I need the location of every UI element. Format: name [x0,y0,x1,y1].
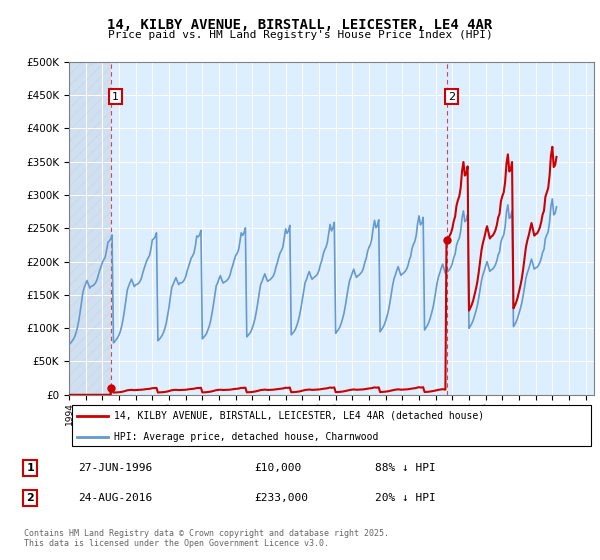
Text: 1: 1 [26,463,34,473]
Text: 20% ↓ HPI: 20% ↓ HPI [375,493,436,503]
Text: 27-JUN-1996: 27-JUN-1996 [78,463,152,473]
Text: Price paid vs. HM Land Registry's House Price Index (HPI): Price paid vs. HM Land Registry's House … [107,30,493,40]
Text: £10,000: £10,000 [254,463,301,473]
Text: 2: 2 [448,92,455,101]
Text: Contains HM Land Registry data © Crown copyright and database right 2025.
This d: Contains HM Land Registry data © Crown c… [24,529,389,548]
Text: 2: 2 [26,493,34,503]
Text: 24-AUG-2016: 24-AUG-2016 [78,493,152,503]
Text: 88% ↓ HPI: 88% ↓ HPI [375,463,436,473]
FancyBboxPatch shape [71,405,592,446]
Text: 14, KILBY AVENUE, BIRSTALL, LEICESTER, LE4 4AR: 14, KILBY AVENUE, BIRSTALL, LEICESTER, L… [107,18,493,32]
Text: 14, KILBY AVENUE, BIRSTALL, LEICESTER, LE4 4AR (detached house): 14, KILBY AVENUE, BIRSTALL, LEICESTER, L… [113,410,484,421]
Text: HPI: Average price, detached house, Charnwood: HPI: Average price, detached house, Char… [113,432,378,442]
Text: £233,000: £233,000 [254,493,308,503]
Bar [69,62,110,395]
Text: 1: 1 [112,92,119,101]
